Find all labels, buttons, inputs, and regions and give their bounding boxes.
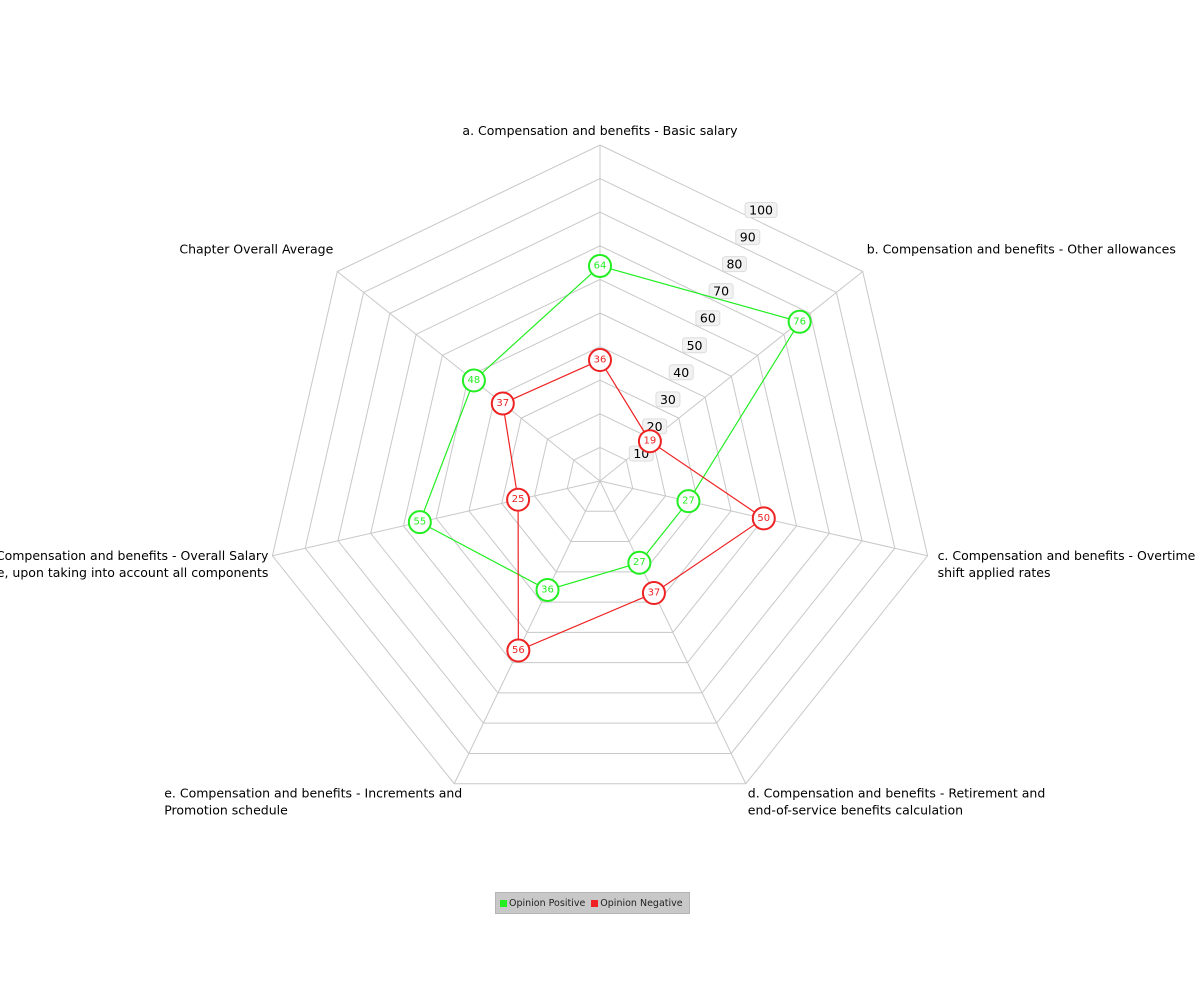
tick-bg-90 — [735, 229, 761, 246]
grid-ring-10 — [566, 446, 634, 512]
axis-label-5: f. Compensation and benefits - Overall S… — [0, 548, 269, 580]
grid-ring-100 — [271, 144, 929, 785]
data-label-1-5: 25 — [512, 494, 525, 505]
series-line-0 — [419, 265, 801, 591]
data-label-0-3: 27 — [633, 557, 646, 568]
axis-spoke-3 — [599, 480, 747, 784]
axis-label-4: e. Compensation and benefits - Increment… — [164, 786, 462, 818]
axis-spoke-4 — [453, 480, 601, 784]
data-label-0-1: 76 — [793, 316, 806, 327]
axis-label-line-5-1: package, upon taking into account all co… — [0, 565, 268, 580]
legend: Opinion Positive Opinion Negative — [495, 892, 690, 914]
tick-label-70: 70 — [713, 284, 729, 299]
data-point-0-5 — [407, 510, 432, 535]
tick-label-40: 40 — [673, 365, 689, 380]
tick-bg-40 — [668, 364, 694, 381]
tick-label-90: 90 — [740, 230, 756, 245]
tick-bg-50 — [682, 337, 708, 354]
axis-label-line-2-0: c. Compensation and benefits - Overtime … — [938, 548, 1200, 563]
grid-ring-90 — [304, 178, 896, 754]
data-point-0-0 — [588, 253, 612, 278]
legend-swatch-negative — [591, 899, 599, 907]
data-point-1-4 — [506, 638, 531, 663]
series-layer: 64 76 27 27 36 55 48 36 19 50 37 56 25 37 — [407, 253, 812, 663]
data-label-0-4: 36 — [541, 584, 554, 595]
legend-label-negative: Opinion Negative — [600, 897, 683, 909]
tick-bg-30 — [655, 391, 681, 408]
data-point-0-1 — [787, 309, 812, 334]
data-label-0-5: 55 — [413, 517, 426, 528]
series-1: 36 19 50 37 56 25 37 — [490, 348, 776, 663]
grid-ring-80 — [337, 211, 863, 724]
legend-item-negative[interactable]: Opinion Negative — [591, 897, 683, 909]
data-label-1-3: 37 — [648, 588, 661, 599]
data-label-0-2: 27 — [682, 496, 695, 507]
data-point-1-6 — [490, 391, 515, 416]
axis-spoke-5 — [272, 480, 601, 557]
data-label-1-0: 36 — [594, 355, 607, 366]
axis-labels: a. Compensation and benefits - Basic sal… — [0, 123, 1200, 818]
data-label-0-0: 64 — [594, 260, 607, 271]
grid-ring-50 — [435, 312, 765, 633]
tick-label-30: 30 — [660, 392, 676, 407]
data-label-1-4: 56 — [512, 645, 525, 656]
axis-label-line-0-0: a. Compensation and benefits - Basic sal… — [462, 123, 738, 138]
radar-grid — [271, 144, 929, 785]
legend-swatch-positive — [500, 899, 507, 907]
data-point-0-6 — [461, 368, 486, 393]
grid-ring-30 — [501, 379, 699, 573]
axis-label-1: b. Compensation and benefits - Other all… — [867, 242, 1176, 257]
axis-label-line-4-1: Promotion schedule — [164, 803, 288, 818]
series-0: 64 76 27 27 36 55 48 — [407, 253, 812, 602]
grid-ring-60 — [402, 278, 798, 664]
data-point-1-5 — [506, 487, 531, 512]
data-point-1-2 — [751, 506, 776, 531]
legend-label-positive: Opinion Positive — [509, 897, 586, 909]
tick-bg-60 — [695, 310, 721, 327]
axis-label-line-3-0: d. Compensation and benefits - Retiremen… — [748, 786, 1045, 801]
grid-ring-40 — [468, 346, 732, 603]
axis-label-line-5-0: f. Compensation and benefits - Overall S… — [0, 548, 269, 563]
axis-label-line-2-1: shift applied rates — [938, 565, 1051, 580]
data-label-1-1: 19 — [644, 436, 657, 447]
data-label-1-6: 37 — [496, 398, 509, 409]
data-point-1-3 — [641, 581, 666, 606]
data-point-0-4 — [535, 577, 560, 602]
axis-label-2: c. Compensation and benefits - Overtime … — [938, 548, 1200, 580]
data-point-1-0 — [588, 348, 612, 373]
tick-bg-100 — [744, 202, 778, 219]
tick-bg-70 — [708, 283, 734, 300]
axis-label-line-6-0: Chapter Overall Average — [179, 242, 333, 257]
series-line-1 — [502, 359, 765, 652]
axis-label-line-4-0: e. Compensation and benefits - Increment… — [164, 786, 462, 801]
data-label-0-6: 48 — [468, 375, 481, 386]
data-label-1-2: 50 — [757, 513, 770, 524]
axis-label-3: d. Compensation and benefits - Retiremen… — [748, 786, 1045, 818]
axis-label-line-1-0: b. Compensation and benefits - Other all… — [867, 242, 1176, 257]
data-point-0-3 — [627, 550, 652, 575]
data-point-1-1 — [637, 429, 662, 454]
tick-label-100: 100 — [749, 203, 773, 218]
axis-label-0: a. Compensation and benefits - Basic sal… — [462, 123, 738, 138]
tick-label-50: 50 — [687, 338, 703, 353]
legend-item-positive[interactable]: Opinion Positive — [500, 898, 585, 909]
tick-label-80: 80 — [726, 257, 742, 272]
data-point-0-2 — [676, 489, 701, 514]
tick-bg-80 — [721, 256, 747, 273]
tick-label-60: 60 — [700, 311, 716, 326]
axis-label-line-3-1: end-of-service benefits calculation — [748, 803, 963, 818]
grid-ring-70 — [370, 245, 830, 694]
axis-label-6: Chapter Overall Average — [179, 242, 333, 257]
